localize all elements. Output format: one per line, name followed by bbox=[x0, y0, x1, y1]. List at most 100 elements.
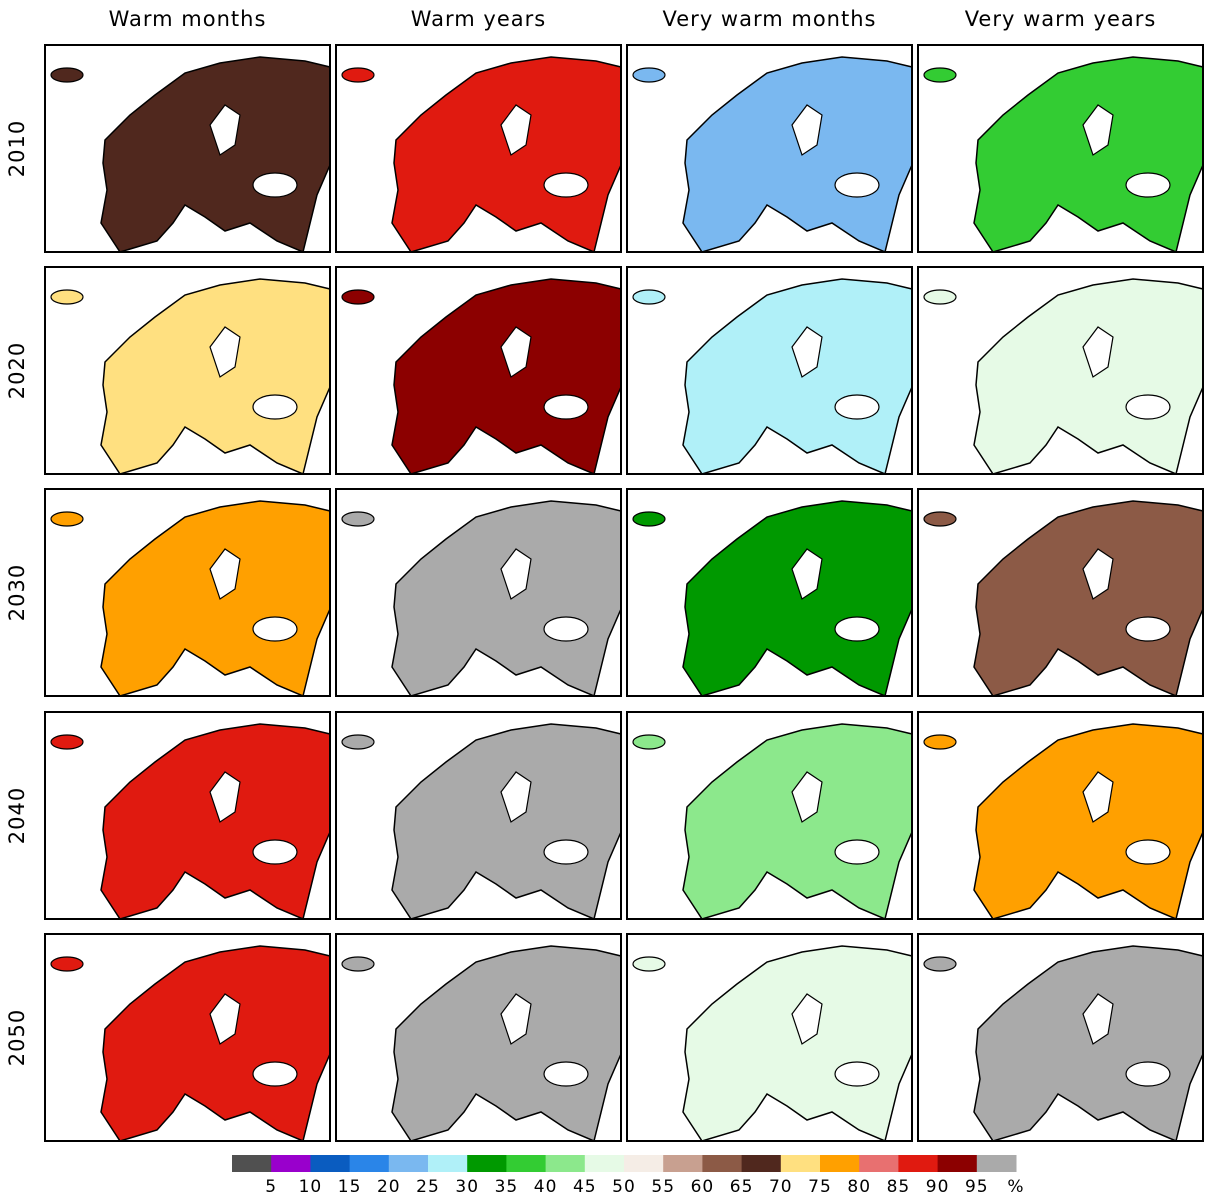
colorbar-box bbox=[820, 1155, 860, 1172]
colorbar-box bbox=[624, 1155, 664, 1172]
iceland bbox=[342, 68, 374, 82]
colorbar-box bbox=[938, 1155, 978, 1172]
black-sea bbox=[835, 617, 879, 641]
map-panel bbox=[918, 712, 1203, 919]
map-panel bbox=[45, 934, 330, 1141]
colorbar-box bbox=[428, 1155, 468, 1172]
iceland bbox=[633, 290, 665, 304]
colorbar-box bbox=[898, 1155, 938, 1172]
map-panel bbox=[336, 45, 621, 252]
iceland bbox=[633, 512, 665, 526]
map-panel bbox=[627, 45, 912, 252]
column-title: Very warm months bbox=[663, 7, 877, 31]
iceland bbox=[924, 512, 956, 526]
black-sea bbox=[835, 395, 879, 419]
figure: Warm months Warm years Very warm months Ver… bbox=[0, 0, 1205, 1197]
column-title: Warm years bbox=[411, 7, 546, 31]
colorbar-box bbox=[310, 1155, 350, 1172]
map-panel bbox=[336, 934, 621, 1141]
colorbar-box bbox=[977, 1155, 1017, 1172]
colorbar-tick: 40 bbox=[534, 1177, 558, 1197]
colorbar-tick: 50 bbox=[612, 1177, 636, 1197]
colorbar-box bbox=[546, 1155, 586, 1172]
map-panel bbox=[627, 267, 912, 474]
colorbar-box bbox=[467, 1155, 507, 1172]
column-title: Very warm years bbox=[965, 7, 1157, 31]
row-label: 2050 bbox=[5, 1009, 29, 1066]
colorbar-tick: 95 bbox=[965, 1177, 989, 1197]
iceland bbox=[924, 957, 956, 971]
black-sea bbox=[253, 395, 297, 419]
black-sea bbox=[1126, 840, 1170, 864]
colorbar-box bbox=[506, 1155, 546, 1172]
map-panel bbox=[918, 934, 1203, 1141]
colorbar-tick: 5 bbox=[265, 1177, 277, 1197]
colorbar-box bbox=[232, 1155, 272, 1172]
map-panel bbox=[45, 267, 330, 474]
iceland bbox=[51, 68, 83, 82]
map-panel bbox=[918, 489, 1203, 696]
iceland bbox=[51, 735, 83, 749]
colorbar-tick: 80 bbox=[847, 1177, 871, 1197]
colorbar-tick: 60 bbox=[691, 1177, 715, 1197]
black-sea bbox=[253, 173, 297, 197]
iceland bbox=[51, 512, 83, 526]
column-title: Warm months bbox=[109, 7, 267, 31]
colorbar-box bbox=[585, 1155, 625, 1172]
map-panel bbox=[45, 712, 330, 919]
black-sea bbox=[1126, 173, 1170, 197]
black-sea bbox=[253, 617, 297, 641]
colorbar-box bbox=[663, 1155, 703, 1172]
iceland bbox=[342, 735, 374, 749]
colorbar-box bbox=[389, 1155, 429, 1172]
colorbar-tick: 20 bbox=[377, 1177, 401, 1197]
black-sea bbox=[1126, 617, 1170, 641]
colorbar-box bbox=[859, 1155, 899, 1172]
map-panel bbox=[918, 45, 1203, 252]
colorbar-tick: 85 bbox=[887, 1177, 911, 1197]
row-label: 2030 bbox=[5, 564, 29, 621]
map-panel bbox=[45, 45, 330, 252]
colorbar-tick: 65 bbox=[730, 1177, 754, 1197]
black-sea bbox=[253, 1062, 297, 1086]
black-sea bbox=[1126, 395, 1170, 419]
iceland bbox=[342, 957, 374, 971]
map-panel bbox=[336, 267, 621, 474]
map-panel bbox=[336, 489, 621, 696]
black-sea bbox=[1126, 1062, 1170, 1086]
colorbar-unit: % bbox=[1007, 1177, 1024, 1197]
colorbar-tick: 55 bbox=[651, 1177, 675, 1197]
map-panel bbox=[627, 712, 912, 919]
map-panel bbox=[45, 489, 330, 696]
colorbar-tick: 75 bbox=[808, 1177, 832, 1197]
colorbar-tick: 30 bbox=[455, 1177, 479, 1197]
black-sea bbox=[835, 173, 879, 197]
colorbar-tick: 25 bbox=[416, 1177, 440, 1197]
colorbar-box bbox=[350, 1155, 390, 1172]
black-sea bbox=[544, 1062, 588, 1086]
black-sea bbox=[544, 840, 588, 864]
colorbar-box bbox=[702, 1155, 742, 1172]
map-panel bbox=[918, 267, 1203, 474]
colorbar-tick: 10 bbox=[299, 1177, 323, 1197]
iceland bbox=[924, 290, 956, 304]
black-sea bbox=[544, 173, 588, 197]
colorbar-tick: 15 bbox=[338, 1177, 362, 1197]
map-panel bbox=[336, 712, 621, 919]
black-sea bbox=[835, 840, 879, 864]
colorbar-box bbox=[781, 1155, 821, 1172]
colorbar-tick: 45 bbox=[573, 1177, 597, 1197]
black-sea bbox=[544, 395, 588, 419]
black-sea bbox=[835, 1062, 879, 1086]
iceland bbox=[342, 290, 374, 304]
colorbar-tick: 35 bbox=[495, 1177, 519, 1197]
iceland bbox=[924, 68, 956, 82]
row-label: 2010 bbox=[5, 120, 29, 177]
colorbar-tick: 90 bbox=[926, 1177, 950, 1197]
row-label: 2020 bbox=[5, 342, 29, 399]
iceland bbox=[51, 957, 83, 971]
iceland bbox=[51, 290, 83, 304]
iceland bbox=[924, 735, 956, 749]
colorbar-box bbox=[742, 1155, 782, 1172]
map-panel bbox=[627, 489, 912, 696]
